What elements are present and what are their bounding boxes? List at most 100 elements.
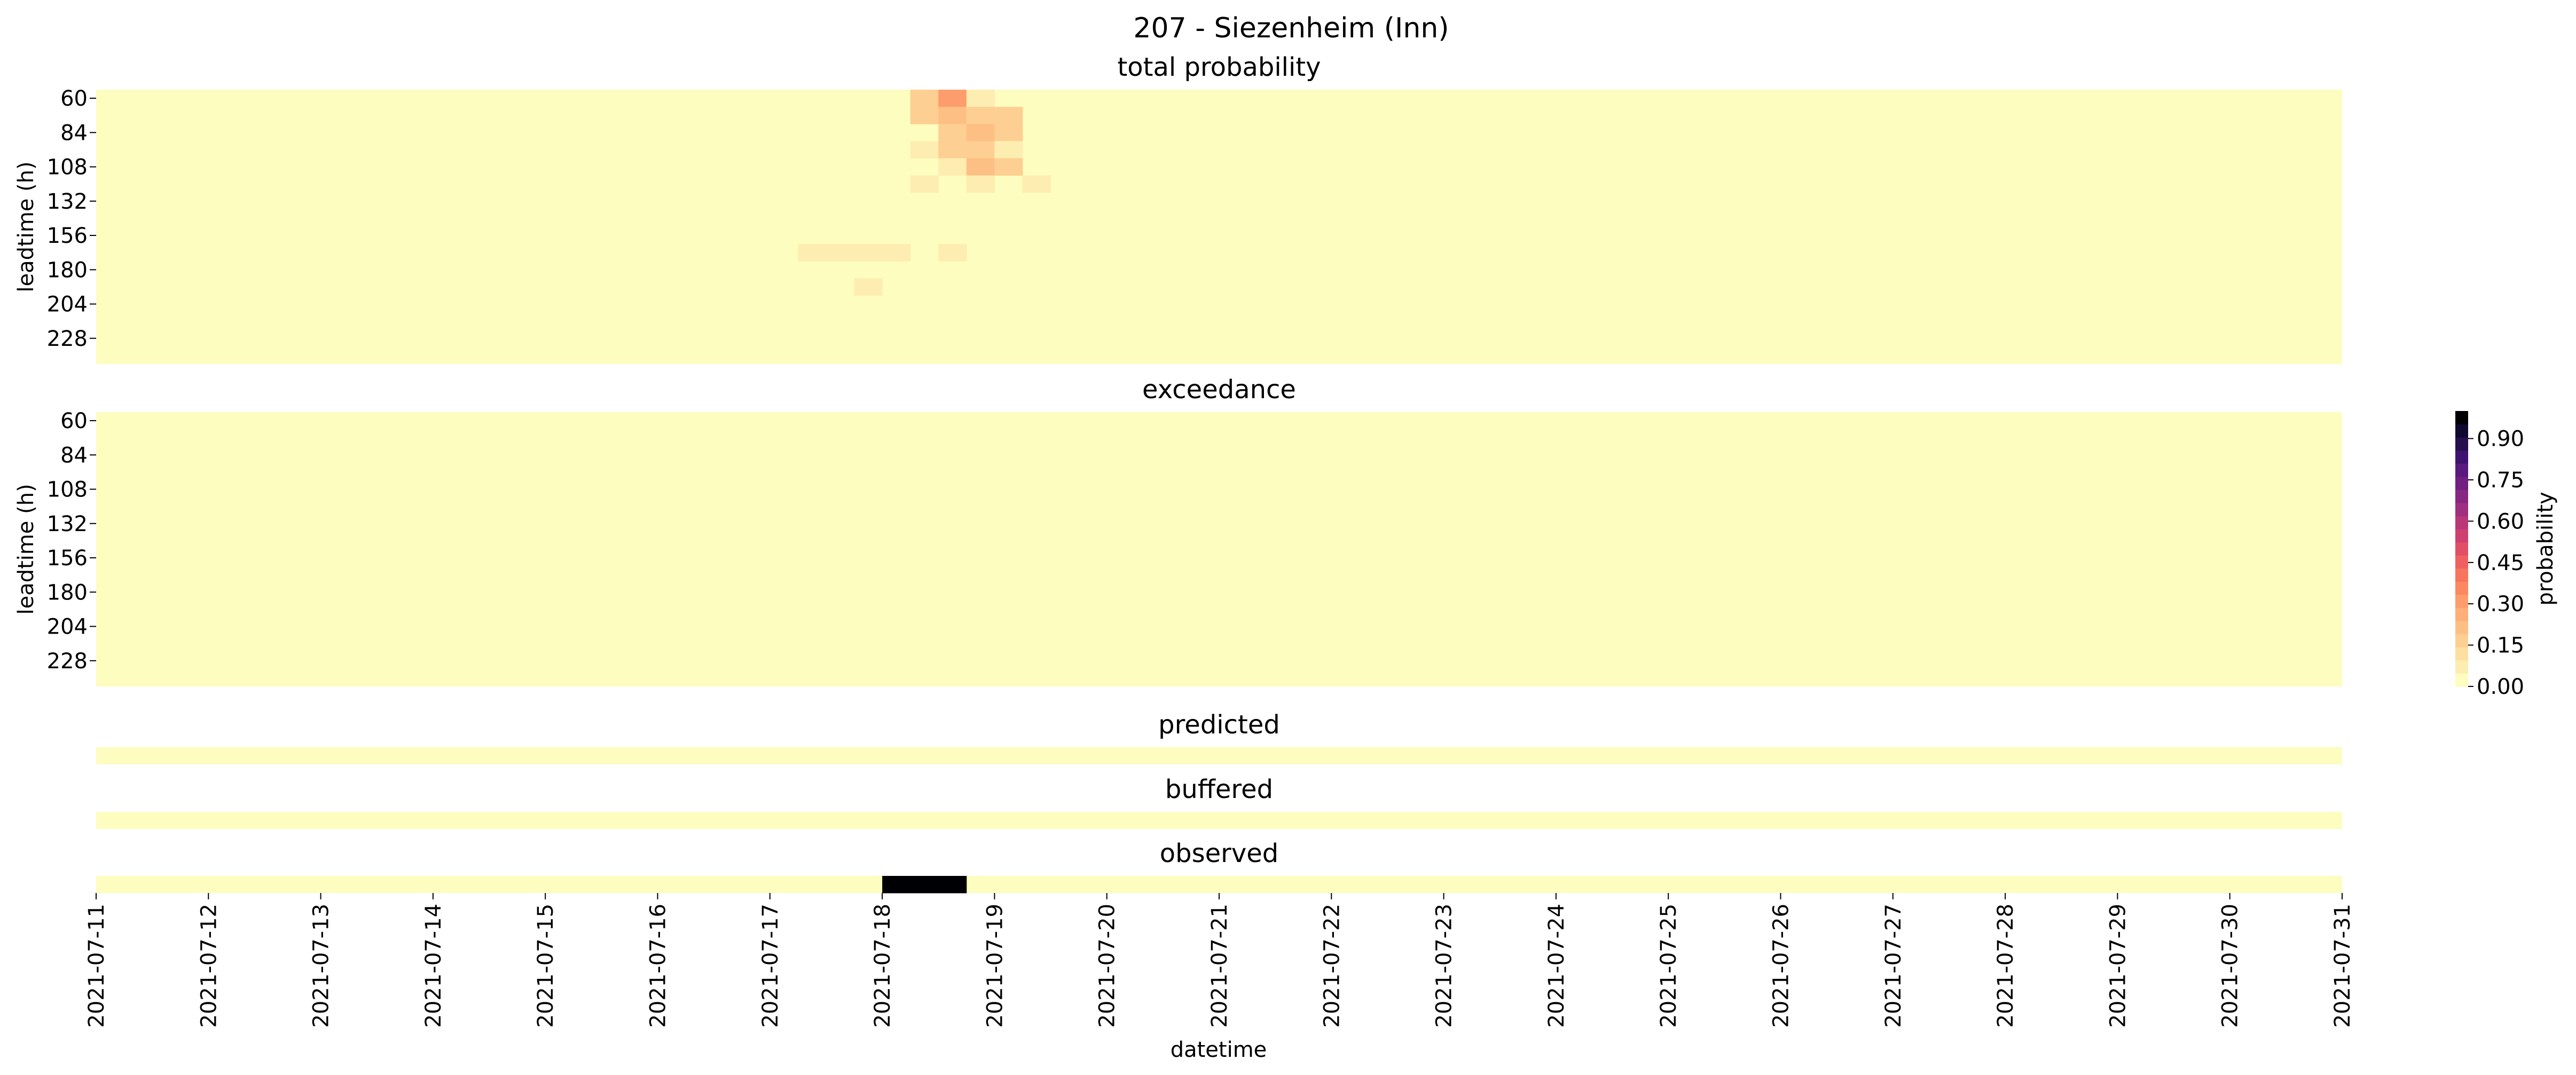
colorbar-segment (2455, 647, 2468, 661)
x-tick-label: 2021-07-20 (1095, 904, 1120, 1027)
colorbar-segment (2455, 581, 2468, 595)
heatmap-background (96, 812, 2342, 829)
heatmap-cell (938, 107, 967, 124)
heatmap-background (96, 876, 2342, 893)
x-tick-label: 2021-07-22 (1320, 904, 1344, 1027)
heatmap-cell (994, 124, 1023, 141)
y-tick-label: 60 (60, 409, 88, 433)
panel-predicted: predicted (96, 710, 2342, 764)
heatmap-cell (1022, 175, 1051, 193)
colorbar-segment (2455, 411, 2468, 425)
panel-title: buffered (1165, 774, 1273, 804)
figure-title: 207 - Siezenheim (Inn) (1133, 12, 1449, 44)
panel-title: observed (1160, 839, 1279, 868)
heatmap-cell (938, 141, 967, 159)
x-tick-label: 2021-07-23 (1432, 904, 1457, 1027)
colorbar-segment (2455, 673, 2468, 687)
heatmap-background (96, 412, 2342, 686)
heatmap-cell (882, 876, 911, 894)
heatmap-cell (910, 175, 939, 193)
colorbar-segment (2455, 542, 2468, 556)
colorbar: 0.00 0.15 0.30 0.45 0.60 0.75 0.90 probability (2455, 411, 2558, 699)
x-tick-label: 2021-07-16 (646, 904, 671, 1027)
colorbar-segment (2455, 489, 2468, 503)
heatmap-cell (910, 90, 939, 107)
x-axis: 2021-07-11 2021-07-12 2021-07-13 2021-07-14… (84, 893, 2355, 1027)
x-tick-label: 2021-07-27 (1881, 904, 1906, 1027)
colorbar-tick-label: 0.15 (2477, 634, 2524, 658)
colorbar-segment (2455, 555, 2468, 569)
heatmap-cell (966, 124, 995, 141)
x-tick-label: 2021-07-19 (983, 904, 1007, 1027)
heatmap-cell (882, 244, 911, 262)
panel-exceedance: exceedance 60 84 108 132 156 180 204 228 leadtime… (14, 375, 2342, 686)
heatmap-cell (798, 244, 827, 262)
x-tick-label: 2021-07-15 (533, 904, 558, 1027)
y-axis-label: leadtime (h) (14, 484, 38, 614)
colorbar-segment (2455, 595, 2468, 608)
heatmap-cell (938, 124, 967, 141)
heatmap-cell (966, 90, 995, 107)
y-tick-label: 156 (47, 546, 88, 571)
x-axis-label: datetime (1171, 1038, 1267, 1062)
colorbar-tick-label: 0.90 (2477, 427, 2524, 452)
y-tick-label: 180 (47, 580, 88, 605)
x-tick-label: 2021-07-24 (1544, 904, 1569, 1027)
panel-title: exceedance (1142, 375, 1296, 405)
y-tick-label: 204 (47, 615, 88, 639)
x-tick-label: 2021-07-18 (870, 904, 895, 1027)
colorbar-segment (2455, 437, 2468, 451)
panels: total probability 60 84 108 132 156 180 204 228 l… (14, 52, 2342, 894)
heatmap-cell (994, 141, 1023, 159)
colorbar-tick-label: 0.45 (2477, 551, 2524, 575)
x-tick-label: 2021-07-14 (421, 904, 446, 1027)
panel-title: predicted (1158, 710, 1280, 740)
colorbar-segment (2455, 463, 2468, 477)
panel-title: total probability (1117, 52, 1321, 82)
heatmap-cell (938, 158, 967, 176)
y-tick-label: 108 (47, 478, 88, 502)
colorbar-segment (2455, 568, 2468, 582)
heatmap-cell (994, 107, 1023, 124)
y-tick-label: 228 (47, 649, 88, 674)
x-tick-label: 2021-07-11 (84, 904, 109, 1027)
x-tick-label: 2021-07-21 (1207, 904, 1232, 1027)
heatmap-cell (826, 244, 855, 262)
colorbar-segment (2455, 503, 2468, 517)
panel-buffered: buffered (96, 774, 2342, 829)
heatmap-cell (966, 107, 995, 124)
colorbar-label: probability (2533, 492, 2558, 605)
heatmap-cell (966, 175, 995, 193)
colorbar-tick-label: 0.60 (2477, 509, 2524, 534)
y-tick-label: 204 (47, 293, 88, 317)
colorbar-segment (2455, 634, 2468, 647)
x-tick-label: 2021-07-31 (2330, 904, 2355, 1027)
x-tick-label: 2021-07-17 (758, 904, 783, 1027)
heatmap-cell (938, 876, 967, 894)
x-tick-label: 2021-07-25 (1656, 904, 1681, 1027)
y-tick-label: 108 (47, 155, 88, 180)
x-tick-label: 2021-07-28 (1993, 904, 2018, 1027)
x-tick-label: 2021-07-29 (2106, 904, 2130, 1027)
y-tick-label: 84 (60, 443, 88, 468)
y-tick-label: 156 (47, 224, 88, 248)
heatmap-cell (994, 158, 1023, 176)
x-tick-label: 2021-07-26 (1769, 904, 1794, 1027)
colorbar-segment (2455, 516, 2468, 529)
colorbar-tick-label: 0.75 (2477, 468, 2524, 493)
heatmap-cell (966, 141, 995, 159)
colorbar-segment (2455, 476, 2468, 490)
heatmap-cell (854, 244, 883, 262)
x-tick-label: 2021-07-12 (197, 904, 221, 1027)
y-tick-label: 180 (47, 258, 88, 282)
colorbar-tick-label: 0.00 (2477, 675, 2524, 699)
heatmap-background (96, 90, 2342, 364)
x-tick-label: 2021-07-30 (2218, 904, 2243, 1027)
colorbar-segment (2455, 607, 2468, 621)
y-tick-label: 132 (47, 512, 88, 536)
panel-observed: observed (96, 839, 2342, 894)
heatmap-cell (938, 90, 967, 107)
colorbar-segment (2455, 660, 2468, 674)
heatmap-background (96, 747, 2342, 764)
